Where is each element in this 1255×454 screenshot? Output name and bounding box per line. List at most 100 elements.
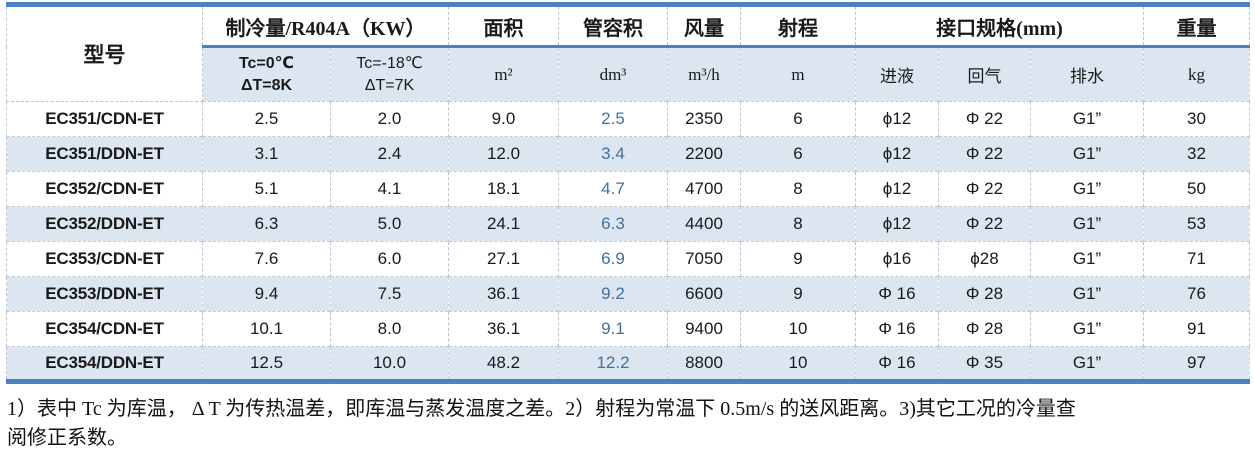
drain-subheader: 排水 [1030,46,1144,102]
liquid-inlet-cell: ϕ12 [855,206,939,242]
drain-cell: G1” [1030,311,1144,347]
weight-unit: kg [1143,46,1250,102]
tube-volume-cell: 6.9 [558,241,668,277]
gas-return-cell: Φ 28 [938,311,1031,347]
tube-volume-cell: 4.7 [558,171,668,207]
liquid-inlet-cell: Φ 16 [855,311,939,347]
area-unit: m² [448,46,559,102]
area-cell: 18.1 [448,171,559,207]
col-model-header: 型号 [6,4,203,102]
air-flow-cell: 7050 [667,241,741,277]
weight-cell: 53 [1143,206,1250,242]
cooling-tc18-cell: 4.1 [330,171,449,207]
model-cell: EC353/CDN-ET [6,241,203,277]
table-row: EC352/CDN-ET 5.1 4.1 18.1 4.7 4700 8 ϕ12… [6,171,1250,207]
weight-header: 重量 [1143,4,1250,48]
air-flow-cell: 4700 [667,171,741,207]
cooling-tc18-cell: 7.5 [330,276,449,312]
liquid-inlet-cell: ϕ12 [855,171,939,207]
model-cell: EC352/DDN-ET [6,206,203,242]
throw-cell: 8 [740,171,856,207]
area-header: 面积 [448,4,559,48]
cooling-tc0-cell: 12.5 [202,346,331,382]
tc0-subheader: Tc=0℃ ΔT=8K [202,46,331,102]
cooling-tc18-cell: 10.0 [330,346,449,382]
liquid-inlet-cell: ϕ16 [855,241,939,277]
cooling-tc0-cell: 7.6 [202,241,331,277]
gas-return-cell: Φ 28 [938,276,1031,312]
model-cell: EC351/CDN-ET [6,101,203,137]
cooling-capacity-header: 制冷量/R404A（KW） [202,4,449,48]
gas-return-cell: Φ 22 [938,136,1031,172]
liquid-inlet-cell: ϕ12 [855,101,939,137]
tc-18-subheader: Tc=-18℃ ΔT=7K [330,46,449,102]
throw-unit: m [740,46,856,102]
tc0-line2: ΔT=8K [240,76,293,94]
liquid-inlet-cell: ϕ12 [855,136,939,172]
gas-return-cell: ϕ28 [938,241,1031,277]
tube-volume-cell: 9.1 [558,311,668,347]
tube-volume-cell: 2.5 [558,101,668,137]
weight-cell: 71 [1143,241,1250,277]
weight-cell: 91 [1143,311,1250,347]
tube-volume-cell: 12.2 [558,346,668,382]
header-row-1: 型号 制冷量/R404A（KW） 面积 管容积 风量 射程 接口规格(mm) 重… [6,4,1250,102]
tube-volume-header: 管容积 [558,4,668,48]
tc0-line1: Tc=0℃ [238,54,295,72]
cooling-tc0-cell: 2.5 [202,101,331,137]
air-flow-header: 风量 [667,4,741,48]
weight-cell: 32 [1143,136,1250,172]
footnote-line-2: 阅修正系数。 [7,427,127,449]
air-flow-cell: 2200 [667,136,741,172]
area-cell: 27.1 [448,241,559,277]
area-cell: 48.2 [448,346,559,382]
drain-cell: G1” [1030,346,1144,382]
weight-cell: 76 [1143,276,1250,312]
throw-cell: 9 [740,241,856,277]
air-flow-unit: m³/h [667,46,741,102]
gas-return-cell: Φ 22 [938,171,1031,207]
area-cell: 36.1 [448,311,559,347]
cooling-tc18-cell: 5.0 [330,206,449,242]
header-row-2: Tc=0℃ ΔT=8K Tc=-18℃ ΔT=7K m² dm³ m³/h m … [7,46,1250,102]
table-row: EC352/DDN-ET 6.3 5.0 24.1 6.3 4400 8 ϕ12… [6,206,1250,242]
area-cell: 36.1 [448,276,559,312]
throw-cell: 6 [740,136,856,172]
air-flow-cell: 8800 [667,346,741,382]
drain-cell: G1” [1030,101,1144,137]
throw-cell: 10 [740,311,856,347]
table-row: EC354/CDN-ET 10.1 8.0 36.1 9.1 9400 10 Φ… [6,311,1250,347]
cooling-tc0-cell: 9.4 [202,276,331,312]
tc-18-line2: ΔT=7K [364,76,415,94]
drain-cell: G1” [1030,276,1144,312]
air-flow-cell: 4400 [667,206,741,242]
ports-spec-header: 接口规格(mm) [855,4,1144,48]
cooling-tc0-cell: 6.3 [202,206,331,242]
liquid-inlet-cell: Φ 16 [855,276,939,312]
tc-18-line1: Tc=-18℃ [356,54,423,72]
area-cell: 12.0 [448,136,559,172]
model-cell: EC354/CDN-ET [6,311,203,347]
drain-cell: G1” [1030,171,1144,207]
cooling-tc18-cell: 6.0 [330,241,449,277]
model-cell: EC351/DDN-ET [6,136,203,172]
model-cell: EC354/DDN-ET [6,346,203,382]
drain-cell: G1” [1030,136,1144,172]
throw-header: 射程 [740,4,856,48]
cooling-tc0-cell: 5.1 [202,171,331,207]
liquid-inlet-cell: Φ 16 [855,346,939,382]
cooling-tc18-cell: 2.0 [330,101,449,137]
area-cell: 24.1 [448,206,559,242]
table-row: EC353/DDN-ET 9.4 7.5 36.1 9.2 6600 9 Φ 1… [6,276,1250,312]
tube-volume-cell: 9.2 [558,276,668,312]
gas-return-subheader: 回气 [938,46,1031,102]
area-cell: 9.0 [448,101,559,137]
spec-table: 型号 制冷量/R404A（KW） 面积 管容积 风量 射程 接口规格(mm) 重… [6,2,1250,384]
throw-cell: 10 [740,346,856,382]
throw-cell: 9 [740,276,856,312]
table-row: EC351/CDN-ET 2.5 2.0 9.0 2.5 2350 6 ϕ12 … [6,101,1250,137]
weight-cell: 97 [1143,346,1250,382]
drain-cell: G1” [1030,241,1144,277]
gas-return-cell: Φ 22 [938,206,1031,242]
